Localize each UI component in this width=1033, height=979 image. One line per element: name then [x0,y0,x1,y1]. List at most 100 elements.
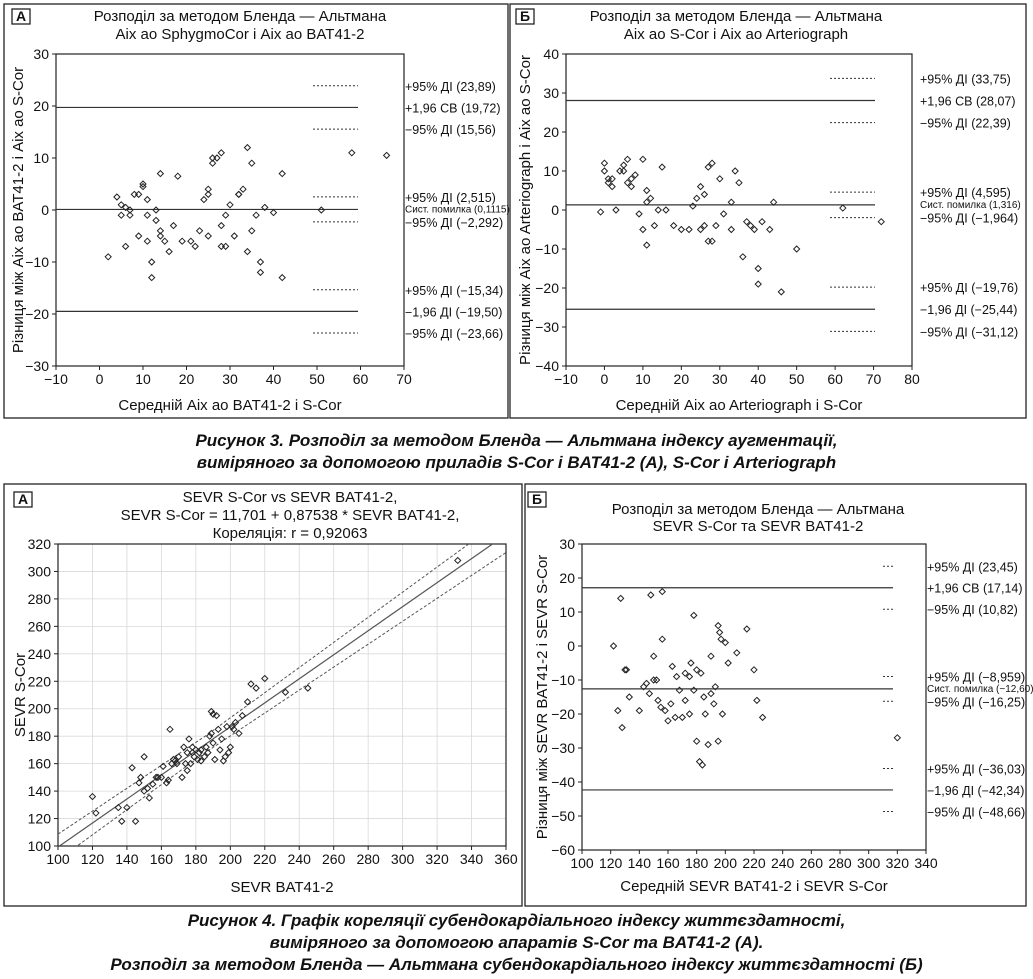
x-tick-label: 40 [750,371,766,387]
data-point [118,817,126,825]
data-point [649,652,658,660]
ref-line-label: −95% ДІ (−2,292) [405,216,503,230]
data-point [207,729,216,738]
panel-frame [509,3,1027,419]
data-point [707,689,715,698]
chart-panel-4: Б Розподіл за методом Бленда — АльтманаSE… [524,483,1033,907]
data-point [635,706,644,715]
data-point [839,204,847,212]
data-point [317,206,326,214]
data-point [681,696,689,705]
data-point [667,700,675,708]
data-point [733,649,741,657]
data-point [608,175,616,183]
data-point [697,669,705,677]
data-point [700,190,709,199]
ref-line-label: −95% ДІ (10,82) [927,603,1018,617]
data-point [180,743,188,751]
y-axis-label: SEVR S-Cor [12,653,29,737]
data-point [623,178,632,187]
data-point [710,700,718,708]
y-tick-label: 0 [567,638,575,654]
data-point [382,151,391,160]
x-axis-label: Середній SEVR BAT41-2 і SEVR S-Cor [620,878,887,895]
y-tick-label: 40 [543,46,559,62]
data-point [217,242,226,251]
panel-frame [3,3,509,419]
x-tick-label: 280 [356,851,380,867]
data-point [721,638,730,647]
data-point [140,753,148,761]
data-point [753,696,761,705]
data-point [348,149,356,157]
data-point [612,206,620,214]
data-point [248,227,256,235]
data-point [204,190,212,199]
x-tick-label: −10 [44,371,68,387]
data-point [652,676,661,684]
data-point [654,206,662,214]
data-point [769,198,778,206]
data-point [183,766,191,775]
data-point [230,725,238,734]
data-point [128,764,136,772]
y-tick-label: 240 [28,646,52,662]
x-tick-label: 60 [353,371,369,387]
y-tick-label: 0 [41,202,49,218]
x-tick-label: 280 [828,855,852,871]
x-tick-label: 100 [570,855,594,871]
x-tick-label: 160 [656,855,680,871]
data-point [708,237,716,245]
x-tick-label: 80 [904,371,920,387]
data-point [877,217,885,226]
data-point [209,710,217,718]
data-point [139,182,147,191]
chart-panel-2: Б Розподіл за методом Бленда — АльтманаAi… [509,3,1027,419]
data-point [256,268,265,277]
y-tick-label: 200 [28,701,52,717]
data-point [750,225,759,234]
data-point [157,773,166,782]
plot-area [57,543,507,847]
data-point [681,669,689,677]
chart-subtitle-2: Кореляція: r = 0,92063 [213,525,368,542]
confidence-band-upper [58,544,470,835]
x-tick-label: 180 [184,851,208,867]
data-point [631,171,639,179]
x-tick-label: 300 [857,855,881,871]
y-tick-label: 30 [543,85,559,101]
y-tick-label: 120 [28,811,52,827]
data-point [643,241,651,249]
data-point [269,208,278,217]
y-tick-label: −30 [25,358,49,374]
data-point [121,203,130,212]
data-point [247,680,255,688]
data-point [248,159,256,167]
y-tick-label: 280 [28,591,52,607]
x-tick-label: 120 [81,851,105,867]
data-point [454,556,462,565]
data-point [678,713,687,722]
x-tick-label: 120 [599,855,623,871]
data-point [621,666,629,674]
x-tick-label: 20 [179,371,195,387]
data-point [616,167,624,175]
data-point [147,258,156,266]
data-point [692,737,701,745]
data-point [235,729,243,738]
data-point [690,611,698,620]
y-tick-label: −60 [551,842,575,858]
panel-label-box [515,8,535,25]
data-point [746,221,755,230]
data-point [117,211,125,219]
x-tick-label: 220 [253,851,277,867]
chart-subtitle: SEVR S-Cor та SEVR BAT41-2 [653,518,864,535]
data-point [243,247,252,256]
data-point [658,635,666,643]
y-tick-label: −10 [25,254,49,270]
data-point [186,759,195,768]
data-point [627,175,636,183]
panel-label: А [16,8,26,24]
panel-label: А [18,491,28,507]
x-tick-label: 50 [789,371,805,387]
